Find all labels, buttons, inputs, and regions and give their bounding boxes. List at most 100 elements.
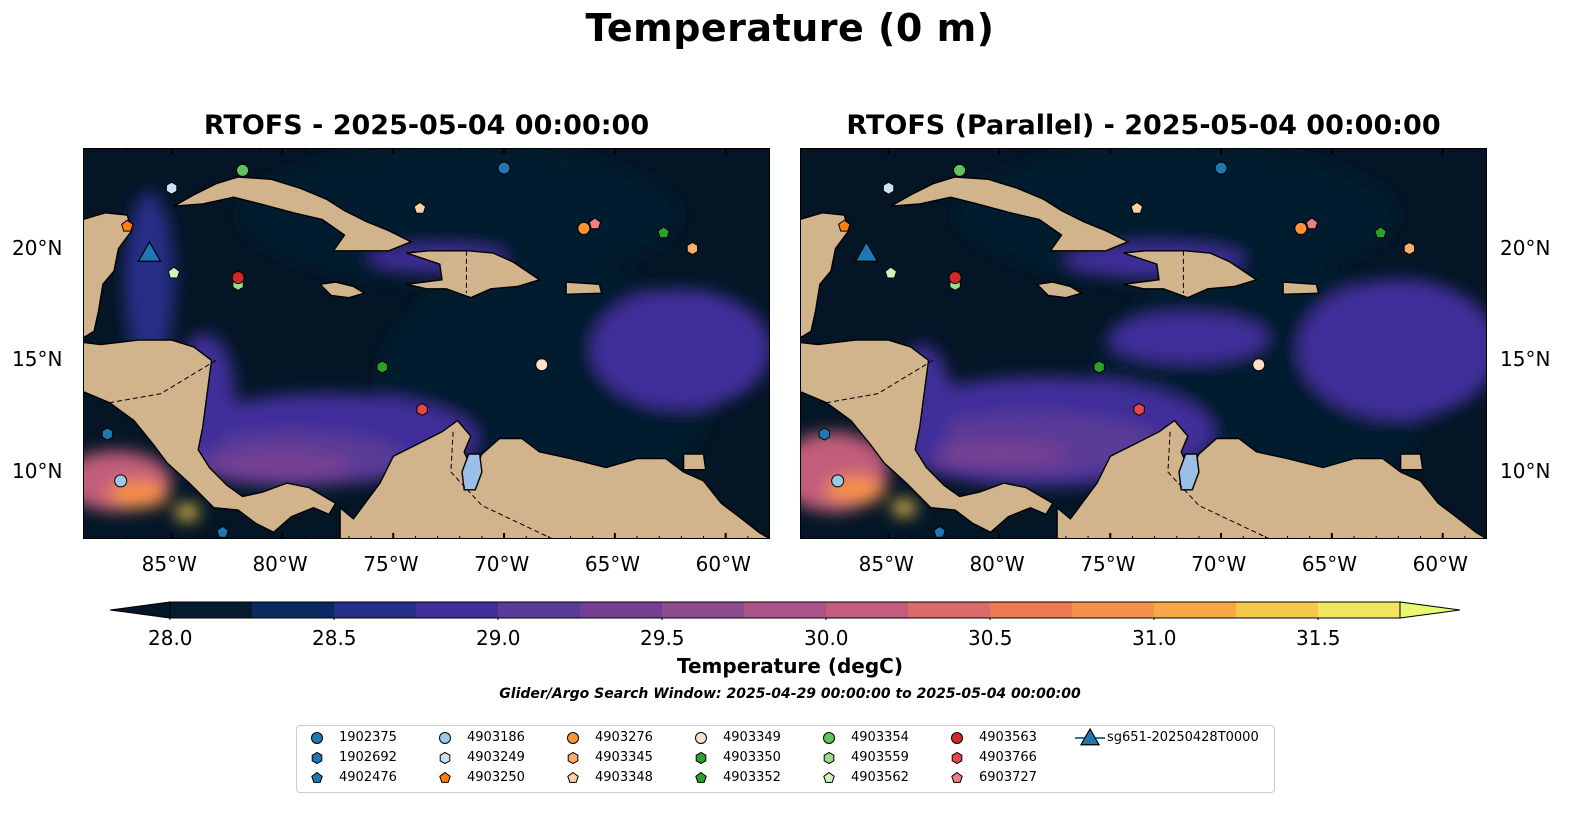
colorbar [109, 598, 1461, 628]
x-tick-label: 80°W [969, 552, 1025, 576]
colorbar-bin [1154, 602, 1237, 618]
colorbar-bin [252, 602, 335, 618]
marker-4902476 [216, 525, 229, 538]
marker-sg651-20250428T0000 [854, 240, 879, 262]
x-tick-label: 75°W [363, 552, 419, 576]
x-tick-label: 60°W [695, 552, 751, 576]
land-lake [461, 453, 483, 491]
colorbar-bin [744, 602, 827, 618]
legend-label: sg651-20250428T0000 [1107, 730, 1259, 745]
legend-label: 4903563 [979, 730, 1037, 745]
marker-4903348 [413, 201, 427, 214]
colorbar-tick: 29.0 [476, 626, 521, 650]
colorbar-bin [170, 602, 253, 618]
marker-4903250 [121, 219, 134, 232]
marker-4903276 [1294, 221, 1308, 235]
colorbar-bin [826, 602, 909, 618]
x-tick-label: 85°W [858, 552, 914, 576]
land-yuc [800, 212, 850, 339]
land-trin [1399, 453, 1424, 471]
marker-4903350 [1093, 360, 1105, 374]
y-tick-label: 20°N [1500, 235, 1551, 260]
land-hisp [406, 250, 542, 299]
colorbar-bin [580, 602, 663, 618]
marker-4903352 [657, 226, 670, 239]
y-tick-label: 15°N [1500, 347, 1551, 372]
colorbar-tick: 29.5 [640, 626, 685, 650]
colorbar-bin [990, 602, 1073, 618]
colorbar-bin [334, 602, 417, 618]
colorbar-tick: 31.0 [1132, 626, 1177, 650]
land-jam [318, 281, 367, 299]
legend-label: 4903249 [467, 750, 525, 765]
x-tick-label: 80°W [252, 552, 308, 576]
land-jam [1035, 281, 1084, 299]
marker-4903562 [167, 266, 181, 279]
marker-4903352 [1374, 226, 1387, 239]
legend: 1902375 1902692 4902476 4903186 4903249 49032… [296, 725, 1275, 793]
land-trin [682, 453, 707, 471]
x-tick-label: 75°W [1080, 552, 1136, 576]
legend-label: 1902692 [339, 750, 397, 765]
legend-label: 4903354 [851, 730, 909, 745]
land-lake [1178, 453, 1200, 491]
marker-4903563 [948, 271, 962, 285]
marker-4903186 [114, 474, 128, 488]
land-pr [565, 281, 603, 296]
colorbar-tick: 28.5 [312, 626, 357, 650]
colorbar-tick: 30.5 [968, 626, 1013, 650]
colorbar-tick: 28.0 [148, 626, 193, 650]
y-tick-label: 10°N [1500, 458, 1551, 483]
land-sam [339, 419, 770, 539]
marker-1902375 [1214, 161, 1228, 175]
marker-4903354 [953, 163, 967, 177]
colorbar-tick: 30.0 [804, 626, 849, 650]
land-cam [800, 339, 1054, 534]
legend-label: 4902476 [339, 770, 397, 785]
left-panel-title: RTOFS - 2025-05-04 00:00:00 [203, 110, 650, 141]
legend-label: 4903250 [467, 770, 525, 785]
legend-label: 1902375 [339, 730, 397, 745]
x-tick-label: 85°W [141, 552, 197, 576]
marker-1902692 [101, 427, 114, 441]
colorbar-bin [1072, 602, 1155, 618]
legend-label: 4903349 [723, 730, 781, 745]
land-cam [83, 339, 337, 534]
marker-4903345 [686, 241, 699, 256]
legend-label: 4903276 [595, 730, 653, 745]
land-sam [1056, 419, 1487, 539]
left-map-panel [83, 148, 770, 539]
marker-4903249 [882, 181, 895, 195]
legend-label: 4903350 [723, 750, 781, 765]
x-tick-label: 65°W [584, 552, 641, 576]
legend-label: 4903559 [851, 750, 909, 765]
land-yuc [83, 212, 133, 339]
marker-4903250 [838, 219, 851, 232]
x-tick-label: 65°W [1301, 552, 1358, 576]
search-window-note: Glider/Argo Search Window: 2025-04-29 00… [499, 686, 1081, 702]
figure-title: Temperature (0 m) [585, 6, 995, 50]
colorbar-bin [908, 602, 991, 618]
legend-label: 4903348 [595, 770, 653, 785]
x-tick-label: 60°W [1412, 552, 1468, 576]
legend-label: 6903727 [979, 770, 1037, 785]
colorbar-bin [416, 602, 499, 618]
marker-1902692 [818, 427, 831, 441]
marker-4903766 [416, 402, 428, 416]
land-hisp [1123, 250, 1259, 299]
x-tick-label: 70°W [474, 552, 530, 576]
marker-4902476 [933, 525, 946, 538]
legend-label: 4903562 [851, 770, 909, 785]
colorbar-tick: 31.5 [1296, 626, 1341, 650]
marker-4903350 [376, 360, 388, 374]
colorbar-bin [1318, 602, 1401, 618]
marker-6903727 [588, 217, 602, 230]
marker-4903186 [831, 474, 845, 488]
land-pr [1282, 281, 1320, 296]
colorbar-bin [1236, 602, 1319, 618]
legend-label: 4903345 [595, 750, 653, 765]
land-cuba [890, 176, 1130, 252]
marker-4903354 [236, 163, 250, 177]
x-tick-label: 70°W [1191, 552, 1247, 576]
marker-4903349 [535, 358, 549, 372]
